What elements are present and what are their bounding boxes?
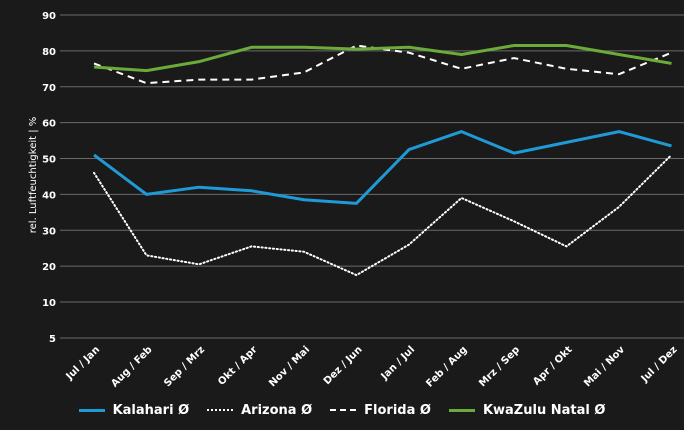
- x-tick-label: Aug / Feb: [109, 344, 154, 389]
- y-tick-labels: 5 10 20 30 40 50 60 70 80 90: [42, 11, 56, 345]
- chart-legend: Kalahari Ø Arizona Ø Florida Ø KwaZulu Nata…: [0, 398, 684, 422]
- y-tick-label: 30: [42, 226, 56, 237]
- series-line: [93, 130, 672, 205]
- x-tick-label: Mrz / Sep: [477, 344, 522, 389]
- x-tick-label: Apr / Okt: [531, 344, 575, 388]
- y-tick-label: 50: [42, 155, 56, 166]
- x-tick-labels: Jul / Jan Aug / Feb Sep / Mrz Okt / Apr Nov …: [64, 344, 680, 390]
- y-tick-label: 80: [42, 47, 56, 58]
- x-tick-label: Jan / Jul: [379, 344, 418, 383]
- legend-swatch: [448, 408, 475, 412]
- x-tick-label: Jul / Jan: [64, 344, 103, 383]
- legend-label: KwaZulu Natal Ø: [482, 402, 606, 418]
- y-tick-label: 5: [49, 334, 56, 345]
- y-tick-label: 60: [42, 119, 56, 130]
- y-tick-label: 90: [42, 11, 56, 22]
- legend-item: Florida Ø: [330, 403, 431, 418]
- y-tick-label: 70: [42, 83, 56, 94]
- series-line: [93, 43, 672, 73]
- y-tick-label: 40: [42, 190, 56, 201]
- x-tick-label: Sep / Mrz: [162, 344, 207, 389]
- y-axis-label: rel. Luftfeuchtigkeit | %: [28, 117, 39, 234]
- x-tick-label: Nov / Mai: [267, 344, 312, 389]
- x-tick-label: Feb / Aug: [424, 344, 469, 389]
- legend-swatch: [330, 409, 357, 411]
- series-lines: [93, 43, 673, 277]
- x-tick-label: Okt / Apr: [216, 344, 259, 387]
- grid-lines: [60, 14, 684, 339]
- series-line: [93, 44, 672, 85]
- legend-label: Arizona Ø: [241, 402, 313, 418]
- x-tick-label: Mai / Nov: [582, 344, 627, 389]
- legend-item: Arizona Ø: [207, 403, 312, 418]
- series-line: [93, 153, 673, 277]
- legend-item: Kalahari Ø: [78, 402, 190, 418]
- legend-swatch: [207, 409, 234, 411]
- x-tick-label: Dez / Jun: [322, 344, 365, 387]
- y-tick-label: 10: [42, 298, 56, 309]
- legend-item: KwaZulu Natal Ø: [448, 402, 606, 418]
- x-tick-label: Jul / Dez: [639, 344, 680, 385]
- legend-swatch: [78, 408, 105, 412]
- legend-label: Florida Ø: [364, 402, 431, 418]
- y-tick-label: 20: [42, 262, 56, 273]
- legend-label: Kalahari Ø: [112, 402, 190, 418]
